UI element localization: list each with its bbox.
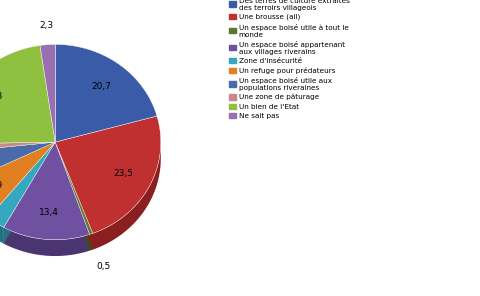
Polygon shape <box>0 142 55 152</box>
Polygon shape <box>4 142 55 244</box>
Polygon shape <box>0 142 55 234</box>
Polygon shape <box>0 142 55 218</box>
Polygon shape <box>55 142 93 250</box>
Polygon shape <box>55 142 90 251</box>
Polygon shape <box>0 218 4 244</box>
Polygon shape <box>0 142 55 169</box>
Polygon shape <box>93 144 161 250</box>
Polygon shape <box>4 142 90 240</box>
Polygon shape <box>0 142 55 227</box>
Polygon shape <box>4 142 55 244</box>
Text: 20,7: 20,7 <box>91 82 111 91</box>
Polygon shape <box>0 142 55 185</box>
Polygon shape <box>90 233 93 251</box>
Text: 0,5: 0,5 <box>97 261 111 271</box>
Polygon shape <box>55 142 93 234</box>
Polygon shape <box>55 142 93 250</box>
Polygon shape <box>0 45 55 144</box>
Text: 6,9: 6,9 <box>0 181 3 190</box>
Polygon shape <box>40 44 55 142</box>
Text: 23: 23 <box>0 92 3 101</box>
Polygon shape <box>4 227 90 256</box>
Polygon shape <box>0 142 55 234</box>
Text: 23,5: 23,5 <box>113 169 133 178</box>
Text: 13,4: 13,4 <box>38 207 59 217</box>
Polygon shape <box>55 116 161 233</box>
Polygon shape <box>55 44 157 142</box>
Polygon shape <box>0 142 55 160</box>
Polygon shape <box>0 142 55 160</box>
Polygon shape <box>0 142 55 169</box>
Polygon shape <box>0 142 55 201</box>
Polygon shape <box>55 142 90 251</box>
Legend: Des terres de culture extraites
des terroirs villageois, Une brousse (all), Un e: Des terres de culture extraites des terr… <box>229 0 349 119</box>
Polygon shape <box>0 142 55 201</box>
Text: 2,3: 2,3 <box>39 21 53 30</box>
